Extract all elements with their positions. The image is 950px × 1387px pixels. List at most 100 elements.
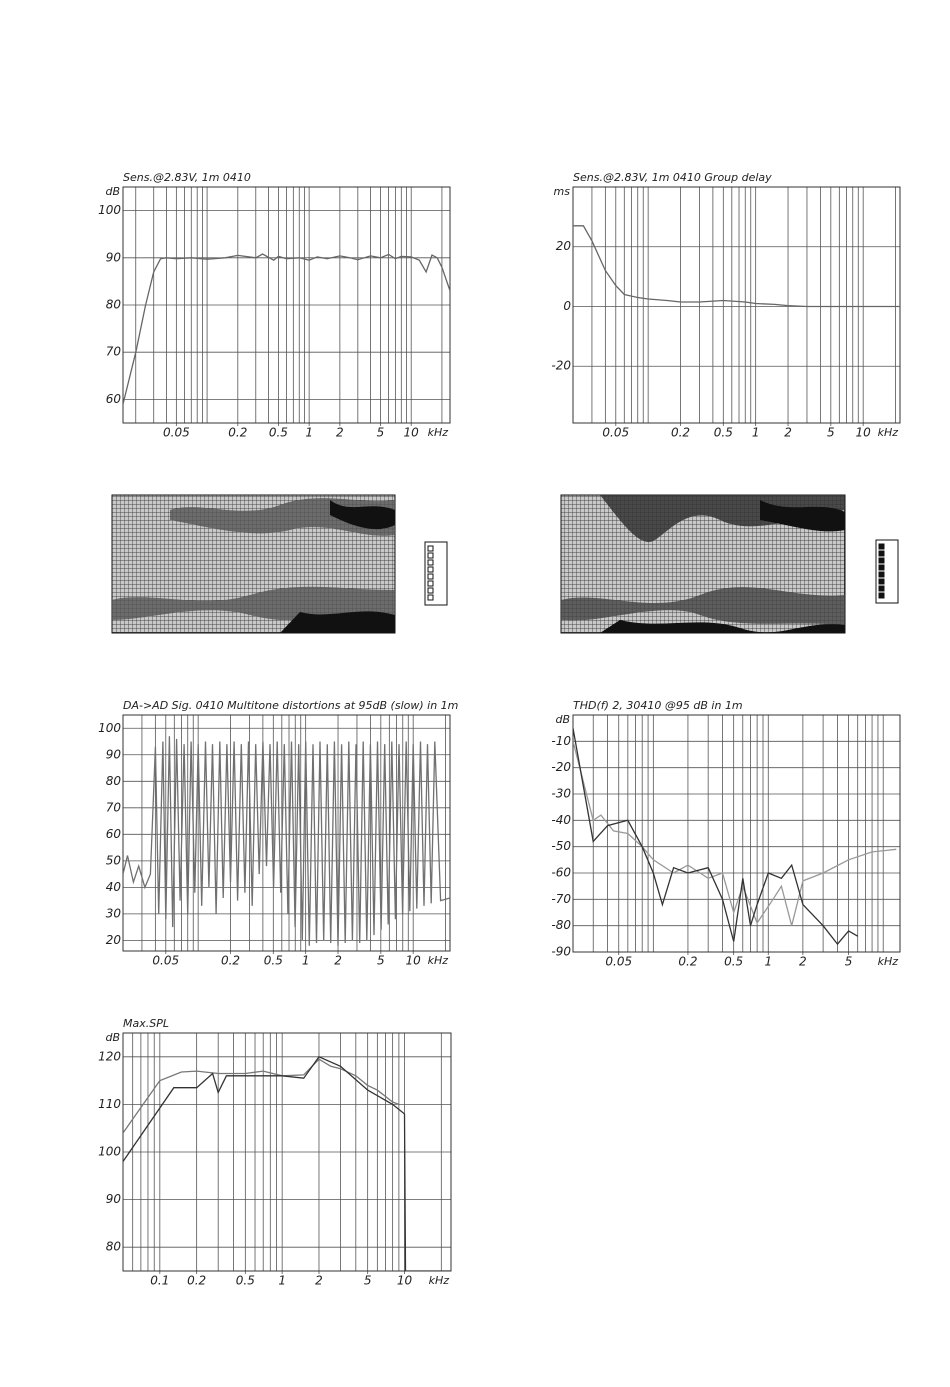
y-tick-label: 90 xyxy=(106,1192,122,1206)
x-tick-label: 0.05 xyxy=(605,955,632,969)
y-tick-label: -20 xyxy=(551,359,571,373)
y-unit: dB xyxy=(105,1031,120,1044)
x-unit: kHz xyxy=(428,426,449,439)
plot-frame xyxy=(122,1032,452,1272)
chart-title: THD(f) 2, 30410 @95 dB in 1m xyxy=(573,699,743,712)
x-tick-label: 0.2 xyxy=(221,954,240,968)
x-tick-label: 0.5 xyxy=(714,426,733,440)
chart-title: Sens.@2.83V, 1m 0410 Group delay xyxy=(573,171,772,184)
data-line xyxy=(123,1058,400,1134)
y-tick-label: 80 xyxy=(106,298,122,312)
y-tick-label: -60 xyxy=(551,866,571,880)
x-tick-label: 0.1 xyxy=(150,1274,169,1288)
x-tick-label: 2 xyxy=(336,426,344,440)
x-tick-label: 0.05 xyxy=(602,426,629,440)
x-tick-label: 1 xyxy=(302,954,310,968)
y-tick-label: 0 xyxy=(563,299,571,313)
x-tick-label: 5 xyxy=(364,1274,372,1288)
data-line xyxy=(123,253,450,405)
x-unit: kHz xyxy=(878,426,899,439)
x-tick-label: 1 xyxy=(278,1274,286,1288)
data-line xyxy=(573,728,859,946)
y-tick-label: -50 xyxy=(551,839,571,853)
x-tick-label: 0.2 xyxy=(678,955,697,969)
directivity-map-horizontal xyxy=(111,494,448,634)
plot-frame xyxy=(572,714,901,953)
plot-frame xyxy=(572,186,901,424)
x-tick-label: 1 xyxy=(752,426,760,440)
data-line xyxy=(123,1055,451,1271)
x-tick-label: 2 xyxy=(334,954,342,968)
x-tick-label: 10 xyxy=(397,1274,413,1288)
y-tick-label: 60 xyxy=(106,392,122,406)
y-tick-label: 20 xyxy=(556,239,572,253)
x-tick-label: 5 xyxy=(845,955,853,969)
x-tick-label: 10 xyxy=(404,426,420,440)
y-tick-label: -70 xyxy=(551,892,571,906)
data-line xyxy=(573,225,900,308)
x-tick-label: 2 xyxy=(799,955,807,969)
chart-title: Max.SPL xyxy=(123,1017,169,1030)
chart: DA->AD Sig. 0410 Multitone distortions a… xyxy=(98,699,458,968)
y-unit: dB xyxy=(555,713,570,726)
x-tick-label: 0.5 xyxy=(264,954,283,968)
y-tick-label: -40 xyxy=(551,813,571,827)
x-tick-label: 0.05 xyxy=(152,954,179,968)
x-tick-label: 0.5 xyxy=(269,426,288,440)
x-tick-label: 5 xyxy=(377,954,385,968)
data-line xyxy=(573,741,897,926)
y-tick-label: -10 xyxy=(551,734,571,748)
directivity-map-vertical xyxy=(560,494,899,634)
chart-title: DA->AD Sig. 0410 Multitone distortions a… xyxy=(123,699,458,712)
x-unit: kHz xyxy=(878,955,899,968)
plot-frame xyxy=(122,186,451,424)
y-tick-label: -90 xyxy=(551,945,571,959)
x-tick-label: 1 xyxy=(764,955,772,969)
y-tick-label: 80 xyxy=(106,774,122,788)
x-tick-label: 5 xyxy=(377,426,385,440)
x-tick-label: 2 xyxy=(784,426,792,440)
x-tick-label: 0.2 xyxy=(187,1274,206,1288)
y-tick-label: 90 xyxy=(106,250,122,264)
x-unit: kHz xyxy=(428,954,449,967)
y-tick-label: 100 xyxy=(98,203,121,217)
y-tick-label: 90 xyxy=(106,747,122,761)
data-line xyxy=(123,736,450,946)
y-tick-label: 100 xyxy=(98,1145,121,1159)
y-tick-label: 110 xyxy=(98,1097,121,1111)
y-tick-label: 30 xyxy=(106,906,122,920)
x-tick-label: 0.2 xyxy=(671,426,690,440)
x-tick-label: 1 xyxy=(305,426,313,440)
y-tick-label: -20 xyxy=(551,760,571,774)
x-tick-label: 2 xyxy=(315,1274,323,1288)
y-tick-label: 50 xyxy=(106,853,122,867)
chart-title: Sens.@2.83V, 1m 0410 xyxy=(123,171,251,184)
x-tick-label: 0.5 xyxy=(236,1274,255,1288)
y-tick-label: -30 xyxy=(551,787,571,801)
x-tick-label: 0.5 xyxy=(724,955,743,969)
y-tick-label: 120 xyxy=(98,1049,121,1063)
plot-frame xyxy=(122,714,451,952)
x-tick-label: 10 xyxy=(856,426,872,440)
x-tick-label: 0.2 xyxy=(228,426,247,440)
y-tick-label: 20 xyxy=(106,933,122,947)
y-tick-label: 100 xyxy=(98,721,121,735)
y-unit: ms xyxy=(554,185,571,198)
y-tick-label: 40 xyxy=(106,880,122,894)
y-unit: dB xyxy=(105,185,120,198)
x-tick-label: 10 xyxy=(406,954,422,968)
y-tick-label: 70 xyxy=(106,345,122,359)
y-tick-label: 70 xyxy=(106,800,122,814)
y-tick-label: 60 xyxy=(106,827,122,841)
x-tick-label: 0.05 xyxy=(163,426,190,440)
y-tick-label: 80 xyxy=(106,1240,122,1254)
x-unit: kHz xyxy=(429,1274,450,1287)
x-tick-label: 5 xyxy=(827,426,835,440)
y-tick-label: -80 xyxy=(551,918,571,932)
